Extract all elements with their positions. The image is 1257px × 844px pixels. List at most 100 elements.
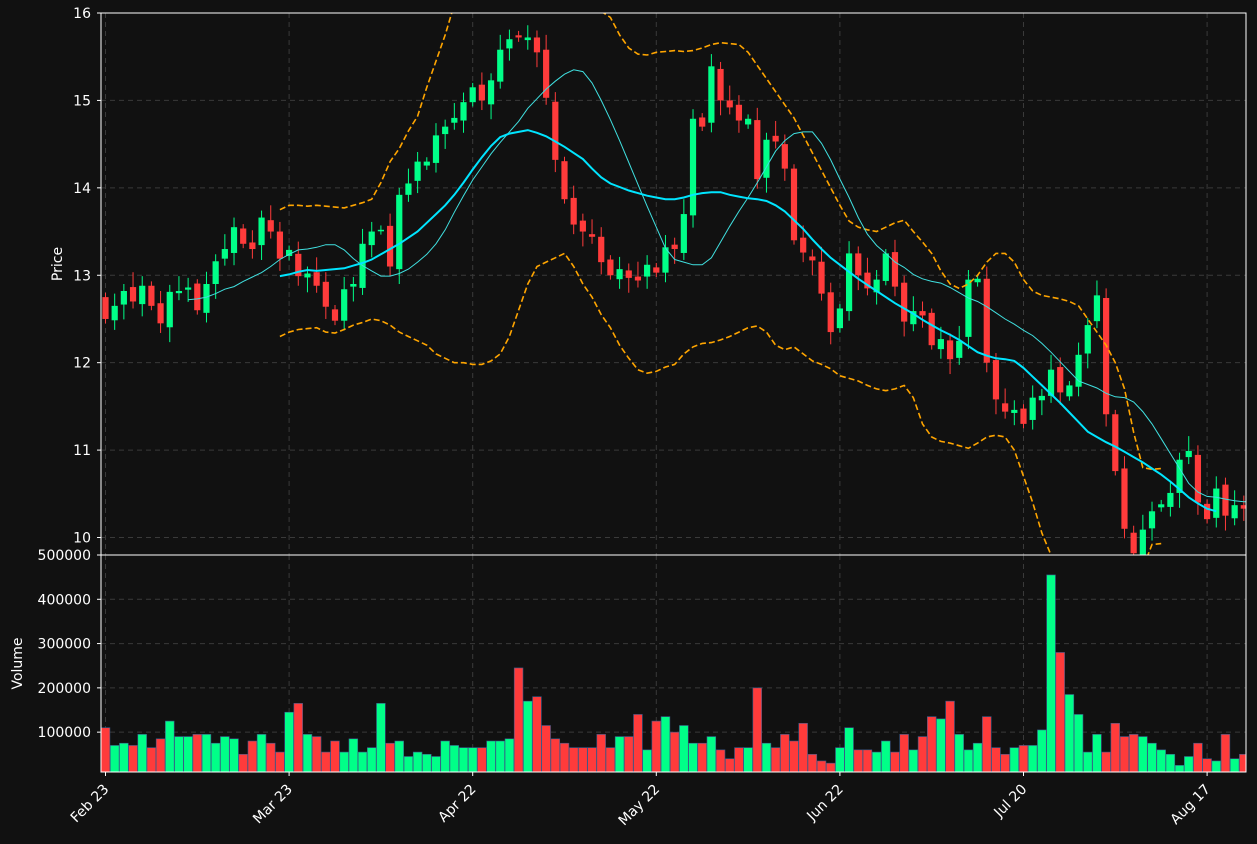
candle-body [1222,484,1229,516]
candle-body [790,168,798,241]
volume-bar [1101,751,1111,772]
candle-body [901,282,908,322]
candle-body [432,135,440,163]
volume-bar [119,742,129,772]
candle-body [304,273,311,278]
candle-body [836,308,843,329]
candle-body [873,279,880,293]
volume-bar [899,734,909,772]
volume-bar [954,734,964,772]
volume-bar [991,747,1001,772]
candle-body [157,303,164,324]
volume-bar [1037,729,1047,772]
candle-body [1029,397,1036,420]
volume-bar [697,742,707,772]
candle-body [1167,492,1174,507]
candle-body [1084,325,1091,354]
bollinger-upper-line [279,13,1162,471]
candle-body [405,183,412,195]
candle-body [1194,454,1202,503]
volume-bar [367,747,377,772]
volume-bar [1027,745,1038,772]
volume-bar [743,747,753,772]
candle-body [1130,532,1137,554]
candle-body [634,276,642,281]
candle-body [992,360,1000,400]
volume-bar [1083,751,1093,772]
candle-body [543,49,550,98]
candle-body [313,272,320,286]
xtick-label: Feb 23 [68,782,113,827]
candle-body [276,231,284,259]
volume-bar [1211,760,1221,772]
candle-body [653,267,660,273]
volume-bar [311,736,322,772]
volume-bar [1009,747,1020,772]
volume-bar [917,736,928,772]
volume-bar [871,751,882,772]
volume-bar [266,742,276,772]
volume-bar [835,747,845,772]
volume-bar [394,740,404,772]
volume-bar [504,738,515,772]
candle-body [221,249,228,259]
volume-bar [624,736,634,772]
candle-body [487,80,495,105]
candle-body [1204,503,1211,520]
volume-bar [1147,742,1157,772]
volume-bar [321,751,331,772]
volume-ytick-label: 300000 [38,637,91,653]
volume-bar [660,716,671,772]
volume-bar [890,751,900,772]
candle-body [910,311,917,325]
candle-body [350,284,357,287]
price-axes-frame [100,12,1247,556]
volume-bar [449,745,460,772]
volume-bar [605,747,616,772]
candle-body [166,291,173,328]
volume-bar [229,738,239,772]
candle-body [800,237,807,253]
volume-bar [1138,736,1148,772]
candle-body [662,247,669,273]
volume-bar [174,736,184,772]
candle-body [561,161,568,200]
volume-bar [642,749,652,772]
candle-body [322,281,329,307]
candle-body [1121,468,1128,529]
candle-body [1250,489,1256,506]
price-ytick-label: 14 [73,181,91,197]
candle-body [1093,295,1101,322]
volume-bar [816,760,827,772]
volume-bar [1220,734,1231,772]
candle-body [442,126,449,135]
volume-bar [128,745,138,772]
volume-bar [780,734,790,772]
volume-bar [1239,753,1246,772]
volume-bar [633,714,643,772]
candle-body [1176,459,1183,493]
candle-body [781,144,788,169]
volume-bar [770,747,781,772]
volume-bar [752,687,762,772]
candle-body [763,139,770,178]
volume-bar [339,751,349,772]
volume-bar [853,749,863,772]
candle-body [469,87,476,103]
candle-body [386,225,394,267]
volume-bar [734,747,744,772]
volume-bar [1119,736,1130,772]
xtick-label: Aug 17 [1168,782,1214,828]
candle-body [524,37,531,41]
price-ytick-label: 16 [73,6,91,22]
volume-plot-area [101,574,1246,772]
candle-body [331,309,339,321]
volume-bar [412,751,423,772]
volume-bar [908,749,919,772]
candle-body [258,217,265,246]
volume-bar [247,740,258,772]
candle-body [175,290,183,294]
volume-ytick-label: 400000 [38,592,91,608]
xtick-label: May 22 [616,782,664,830]
